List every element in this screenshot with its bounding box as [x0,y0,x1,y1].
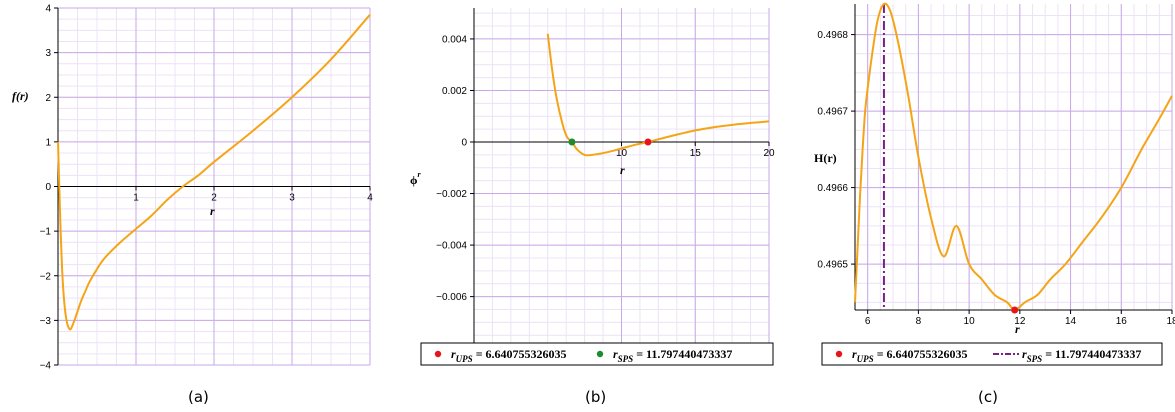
panel-a-f-curve [57,14,371,331]
panel-c-tick-labels: 6 8 10 12 14 16 18 0.4965 0.4966 0.4967 0.4968 [817,30,1175,327]
y-tick-label: 0.4968 [817,30,848,41]
panel-c-grid [854,4,1173,310]
panel-b-legend-marker-sps [596,350,604,358]
panel-b-ylabel-sup: r [418,170,422,179]
panel-b-phi-curve [546,33,770,157]
y-tick-label: 0 [461,138,467,149]
y-tick-label: 3 [45,48,51,59]
x-tick-label: 8 [916,316,922,327]
panel-c: 6 8 10 12 14 16 18 0.4965 0.4966 0.4967 0.4968 H(r… [814,2,1175,406]
y-tick-label: 0.4965 [817,260,848,271]
panel-a-xlabel: r [210,204,215,218]
panel-a-caption: (a) [188,388,209,406]
panel-b-ylabel: ϕr [410,170,422,187]
panel-c-markers [1011,306,1019,314]
x-tick-label: 14 [1065,316,1077,327]
panel-b-tick-labels: 10 15 20 −0.006 −0.004 −0.002 0 0.002 0.004 [436,34,775,303]
y-tick-label: 1 [45,137,51,148]
y-tick-label: −2 [40,271,52,282]
x-tick-label: 4 [367,193,373,204]
panel-b-markers [568,138,652,146]
panel-b-legend-item-ups: rUPS = 6.640755326035 [451,347,567,364]
panel-b-xlabel: r [620,163,625,177]
panel-a-tick-labels: 1 2 3 4 −4 −3 −2 −1 0 1 2 3 4 [40,4,374,372]
y-tick-label: 0.4966 [817,183,848,194]
panel-a-axes [54,7,371,366]
panel-a: 1 2 3 4 −4 −3 −2 −1 0 1 2 3 4 f(r) r (a) [12,4,373,407]
x-tick-label: 6 [865,316,871,327]
panel-b-legend: rUPS = 6.640755326035 rSPS = 11.79744047… [420,342,774,366]
y-tick-label: −3 [40,316,52,327]
panel-b-ylabel-main: ϕ [410,173,418,187]
y-tick-label: 4 [45,4,51,15]
x-tick-label: 16 [1116,316,1128,327]
y-tick-label: 0.004 [442,34,467,45]
panel-a-ylabel: f(r) [12,89,29,103]
y-tick-label: −0.002 [436,189,467,200]
x-tick-label: 18 [1166,316,1175,327]
panel-c-legend-marker-ups [835,350,843,358]
y-tick-label: −1 [40,227,52,238]
x-tick-label: 10 [964,316,976,327]
panel-c-ylabel: H(r) [814,151,837,165]
panel-b-legend-marker-ups [434,350,442,358]
x-tick-label: 3 [289,193,295,204]
y-tick-label: −4 [40,361,52,372]
x-tick-label: 1 [133,193,139,204]
x-tick-label: 2 [211,193,217,204]
panel-b-grid [473,8,770,343]
y-tick-label: −0.006 [436,292,467,303]
y-tick-label: −0.004 [436,241,467,252]
y-tick-label: 0 [45,182,51,193]
y-tick-label: 0.4967 [817,107,848,118]
x-tick-label: 12 [1014,316,1026,327]
panel-c-xlabel: r [1015,322,1020,336]
panel-c-legend-box [821,342,1163,366]
x-tick-label: 10 [616,148,628,159]
panel-b-legend-item-sps: rSPS = 11.797440473337 [613,347,732,364]
panel-c-legend-item-sps: rSPS = 11.797440473337 [1022,347,1141,364]
marker-point [568,138,576,146]
panel-c-caption: (c) [978,388,998,406]
x-tick-label: 20 [763,148,775,159]
marker-point [644,138,652,146]
marker-point [1011,306,1019,314]
panel-b-caption: (b) [585,388,606,406]
panel-c-legend: rUPS = 6.640755326035 rSPS = 11.79744047… [821,342,1163,366]
panel-b-axes [470,8,770,343]
y-tick-label: 0.002 [442,86,467,97]
x-tick-label: 15 [690,148,702,159]
y-tick-label: 2 [45,93,51,104]
panel-c-H-curve [854,2,1173,312]
panel-c-legend-item-ups: rUPS = 6.640755326035 [852,347,968,364]
